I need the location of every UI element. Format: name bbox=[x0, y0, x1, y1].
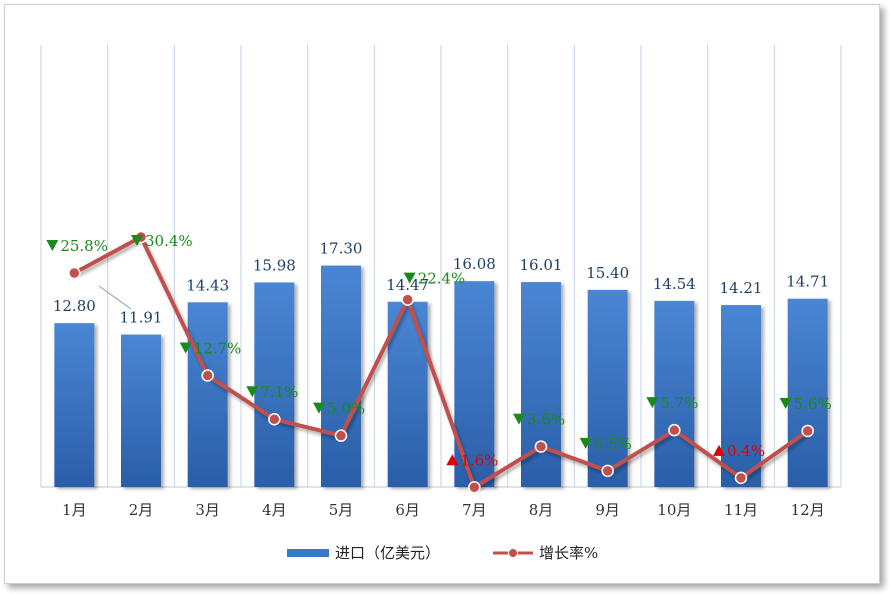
down-triangle-icon bbox=[46, 240, 59, 251]
growth-value-label: 12.7% bbox=[194, 339, 242, 357]
down-triangle-icon bbox=[179, 342, 192, 354]
growth-point bbox=[468, 481, 481, 494]
bar-value-label: 14.47 bbox=[386, 276, 429, 294]
growth-point bbox=[601, 464, 614, 478]
bar bbox=[121, 334, 161, 487]
bar-value-label: 12.80 bbox=[53, 297, 96, 315]
bar-value-label: 16.08 bbox=[453, 255, 496, 273]
bar bbox=[587, 289, 628, 487]
category-label: 11月 bbox=[724, 501, 758, 519]
growth-point bbox=[334, 429, 348, 442]
category-label: 5月 bbox=[329, 501, 354, 519]
down-triangle-icon bbox=[246, 386, 259, 398]
label-leader-line bbox=[98, 285, 132, 310]
growth-point bbox=[68, 266, 81, 280]
bar bbox=[187, 302, 228, 487]
combo-chart: 12.80 11.91 14.43 15.98 17.30 14.47 16.08 16.01… bbox=[40, 45, 842, 562]
up-triangle-icon bbox=[446, 454, 459, 466]
category-label: 1月 bbox=[62, 501, 87, 519]
growth-point bbox=[801, 424, 814, 438]
bar-value-label: 16.01 bbox=[520, 256, 563, 274]
category-label: 9月 bbox=[595, 501, 620, 519]
bar-value-label: 14.71 bbox=[786, 273, 829, 291]
bar-value-label: 17.30 bbox=[320, 240, 363, 258]
bar-value-label: 14.43 bbox=[186, 276, 229, 294]
growth-point bbox=[401, 293, 414, 306]
growth-value-label: 0.4% bbox=[727, 442, 765, 460]
legend: 进口（亿美元） 增长率% bbox=[287, 544, 598, 562]
growth-labels: 25.8% 30.4% 12.7% 7.1% 5.0% 22.4% 1.6% 3.6% 0.5%… bbox=[46, 232, 832, 469]
category-label: 8月 bbox=[529, 501, 554, 519]
legend-bar-label: 进口（亿美元） bbox=[335, 544, 440, 562]
category-label: 7月 bbox=[462, 501, 487, 519]
growth-value-label: 5.7% bbox=[660, 394, 698, 412]
bar-value-label: 15.98 bbox=[253, 256, 296, 274]
down-triangle-icon bbox=[403, 272, 416, 284]
growth-value-label: 0.5% bbox=[594, 435, 632, 453]
category-label: 12月 bbox=[791, 501, 825, 519]
growth-point bbox=[268, 412, 281, 426]
growth-value-label: 3.6% bbox=[527, 411, 565, 429]
legend-line-marker bbox=[508, 548, 518, 558]
chart-frame: 12.80 11.91 14.43 15.98 17.30 14.47 16.08 16.01… bbox=[4, 4, 880, 584]
category-axis-labels: 1月 2月 3月 4月 5月 6月 7月 8月 9月 10月 11月 12月 bbox=[62, 501, 825, 519]
grid-lines bbox=[40, 45, 842, 488]
growth-line bbox=[73, 235, 809, 490]
bar-value-label: 14.21 bbox=[720, 279, 763, 297]
category-label: 10月 bbox=[657, 501, 691, 519]
bar bbox=[721, 305, 761, 487]
down-triangle-icon bbox=[131, 235, 143, 247]
growth-value-label: 30.4% bbox=[145, 232, 193, 250]
down-triangle-icon bbox=[779, 397, 792, 409]
growth-value-label: 22.4% bbox=[418, 270, 466, 288]
category-label: 4月 bbox=[262, 501, 287, 519]
growth-point bbox=[201, 369, 214, 382]
bar-value-label: 15.40 bbox=[586, 264, 629, 282]
legend-bar-swatch bbox=[287, 549, 329, 557]
category-label: 2月 bbox=[129, 501, 154, 519]
down-triangle-icon bbox=[513, 413, 525, 425]
category-label: 6月 bbox=[395, 501, 420, 519]
growth-line-series bbox=[68, 230, 814, 494]
down-triangle-icon bbox=[646, 397, 659, 409]
growth-value-label: 7.1% bbox=[260, 383, 298, 401]
bar-value-labels: 12.80 11.91 14.43 15.98 17.30 14.47 16.08 16.01… bbox=[53, 240, 829, 327]
growth-value-label: 5.6% bbox=[794, 395, 832, 413]
bar bbox=[254, 282, 295, 487]
growth-value-label: 5.0% bbox=[327, 400, 365, 418]
growth-point bbox=[534, 440, 548, 453]
bar bbox=[54, 323, 95, 487]
bar bbox=[787, 298, 828, 487]
bar bbox=[321, 265, 361, 487]
bar-value-label: 11.91 bbox=[120, 309, 163, 327]
growth-value-label: 1.6% bbox=[460, 451, 498, 469]
down-triangle-icon bbox=[579, 437, 592, 449]
bar-value-label: 14.54 bbox=[653, 275, 696, 293]
category-label: 3月 bbox=[195, 501, 220, 519]
growth-point bbox=[734, 471, 748, 485]
growth-point bbox=[668, 423, 681, 437]
up-triangle-icon bbox=[713, 444, 725, 456]
bar bbox=[654, 300, 695, 487]
legend-line-label: 增长率% bbox=[539, 544, 598, 562]
down-triangle-icon bbox=[313, 402, 325, 414]
growth-value-label: 25.8% bbox=[60, 237, 108, 255]
